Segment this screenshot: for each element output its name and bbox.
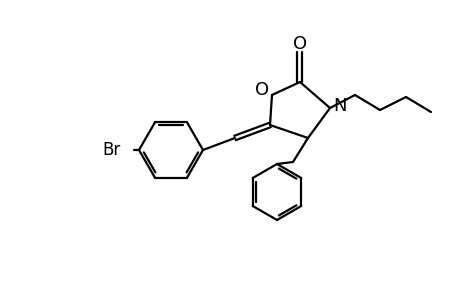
Text: Br: Br: [102, 141, 121, 159]
Text: N: N: [332, 97, 346, 115]
Text: O: O: [292, 35, 307, 53]
Text: O: O: [254, 81, 269, 99]
